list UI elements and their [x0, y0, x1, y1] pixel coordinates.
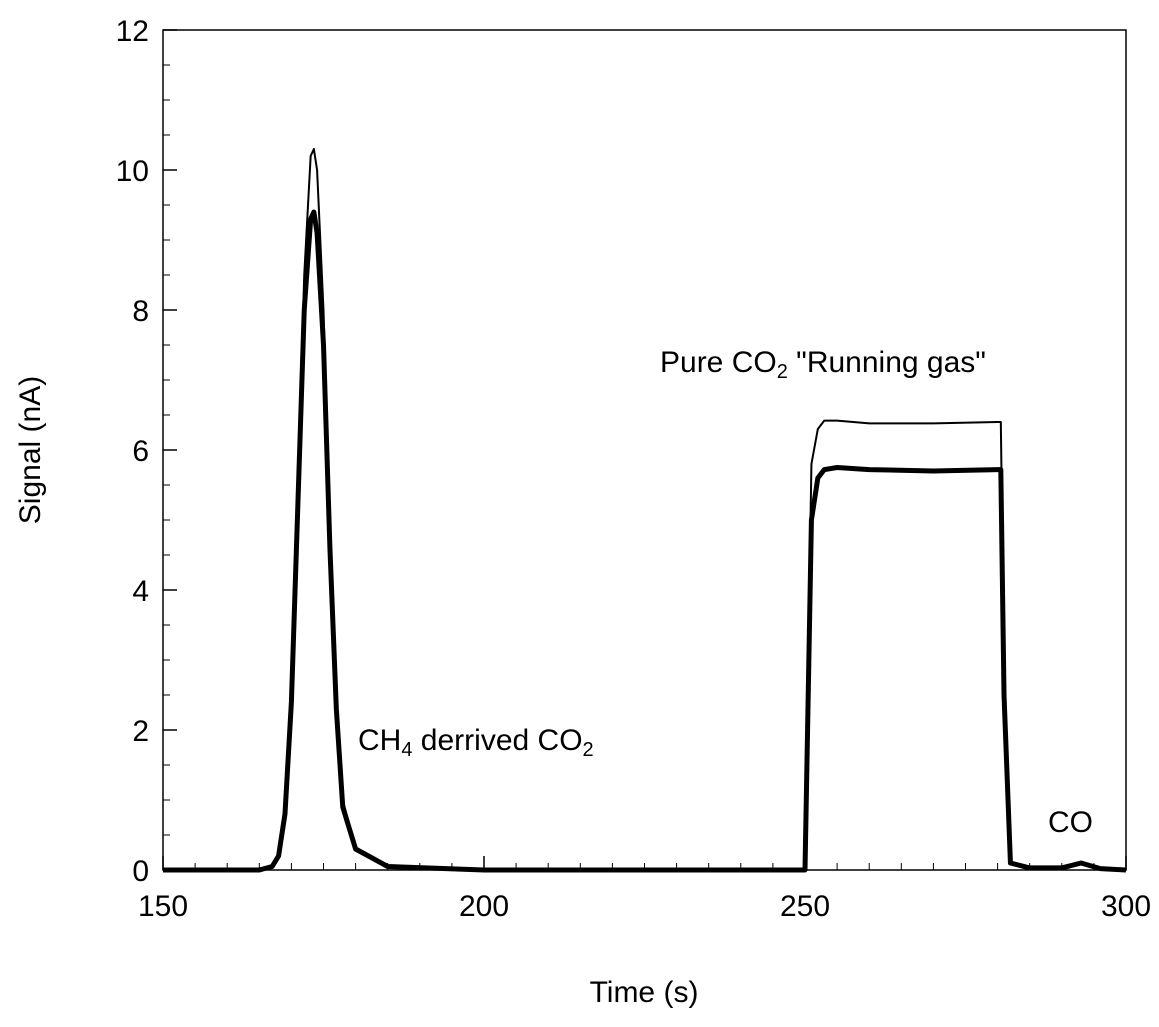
y-tick-label: 0: [132, 855, 149, 888]
annotation-part: 2: [777, 361, 788, 383]
annotation-part: CO: [1048, 806, 1093, 839]
annotation-part: 4: [401, 739, 412, 761]
annotation: CO: [1048, 806, 1093, 839]
annotation-part: derrived CO: [412, 724, 582, 757]
annotation: CH4 derrived CO2: [358, 724, 594, 761]
y-tick-label: 4: [132, 575, 149, 608]
y-axis-label: Signal (nA): [14, 376, 47, 524]
annotation-part: "Running gas": [788, 346, 986, 379]
x-axis-label: Time (s): [590, 976, 699, 1009]
x-tick-label: 150: [138, 890, 188, 923]
x-tick-label: 200: [459, 890, 509, 923]
x-tick-label: 250: [780, 890, 830, 923]
y-tick-label: 10: [116, 155, 149, 188]
data-line: [163, 209, 1127, 873]
y-tick-label: 2: [132, 715, 149, 748]
y-tick-label: 8: [132, 295, 149, 328]
x-tick-label: 300: [1101, 890, 1151, 923]
annotation-part: 2: [583, 739, 594, 761]
annotation-part: Pure CO: [660, 346, 777, 379]
plot-frame: [162, 29, 1127, 871]
y-tick-label: 6: [132, 435, 149, 468]
annotation-part: CH: [358, 724, 401, 757]
y-tick-label: 12: [116, 15, 149, 48]
annotation: Pure CO2 "Running gas": [660, 346, 986, 383]
